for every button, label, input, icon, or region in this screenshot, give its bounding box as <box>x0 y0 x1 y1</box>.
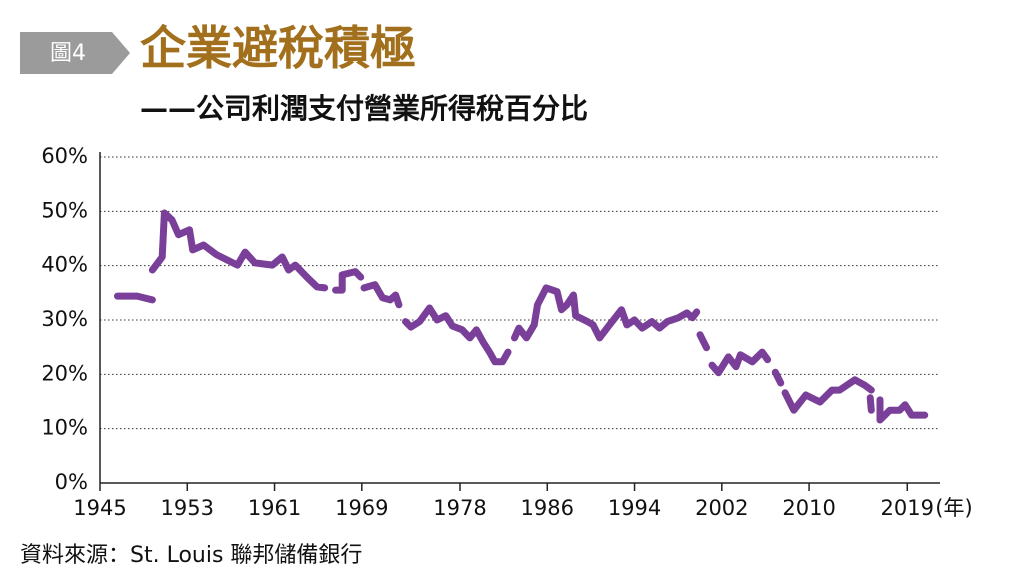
y-tick-label: 40% <box>41 253 88 277</box>
source-note: 資料來源：St. Louis 聯邦儲備銀行 <box>20 543 362 568</box>
badge <box>20 32 130 74</box>
y-tick-label: 0% <box>55 470 88 494</box>
chart-title: 企業避稅積極 <box>140 21 416 75</box>
data-line <box>114 209 929 424</box>
y-tick-label: 60% <box>41 144 88 168</box>
y-tick-label: 50% <box>41 198 88 222</box>
x-tick-label: 1994 <box>608 496 661 520</box>
x-tick-label: 2010 <box>782 496 835 520</box>
x-tick-label: 2019 <box>881 496 934 520</box>
y-tick-label: 20% <box>41 361 88 385</box>
x-tick-label: 1978 <box>433 496 486 520</box>
x-tick-label: 2002 <box>695 496 748 520</box>
x-tick-label: 1969 <box>335 496 388 520</box>
x-tick-label: 1961 <box>248 496 301 520</box>
x-axis-label: (年) <box>935 496 972 520</box>
chart-subtitle: ——公司利潤支付營業所得稅百分比 <box>140 92 588 125</box>
badge-label: 圖4 <box>50 41 86 66</box>
x-tick-label: 1945 <box>73 496 126 520</box>
x-tick-label: 1953 <box>161 496 214 520</box>
y-tick-label: 30% <box>41 307 88 331</box>
x-tick-label: 1986 <box>521 496 574 520</box>
y-tick-label: 10% <box>41 416 88 440</box>
